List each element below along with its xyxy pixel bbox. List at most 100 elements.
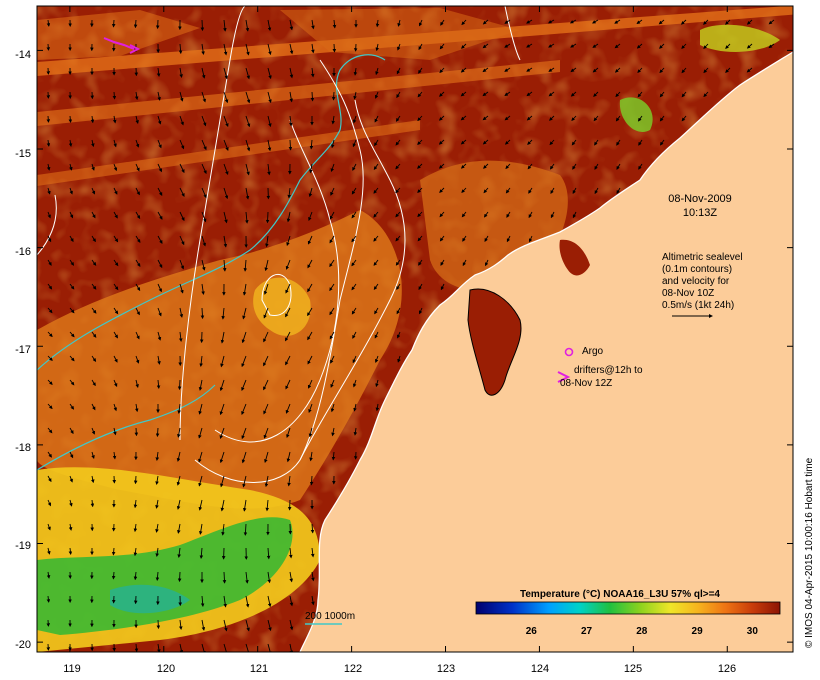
velocity-arrows bbox=[46, 19, 775, 652]
velocity-arrow bbox=[111, 547, 116, 556]
velocity-arrow bbox=[482, 91, 489, 97]
velocity-arrow bbox=[47, 403, 53, 410]
velocity-arrow bbox=[69, 451, 74, 459]
lon-tick-label: 120 bbox=[157, 663, 175, 675]
velocity-arrow bbox=[243, 259, 248, 272]
velocity-arrow bbox=[155, 547, 159, 557]
velocity-arrow bbox=[201, 235, 206, 247]
velocity-arrow bbox=[179, 91, 184, 102]
time-label: 10:13Z bbox=[683, 207, 718, 219]
velocity-arrow bbox=[267, 19, 272, 32]
velocity-arrow bbox=[155, 523, 159, 533]
velocity-arrow bbox=[374, 355, 379, 363]
velocity-arrow bbox=[201, 187, 207, 199]
velocity-arrow bbox=[113, 331, 118, 339]
velocity-arrow bbox=[200, 19, 205, 32]
velocity-arrow bbox=[395, 211, 401, 218]
velocity-arrow bbox=[309, 475, 314, 486]
velocity-arrow bbox=[265, 211, 270, 224]
velocity-arrow bbox=[703, 19, 709, 25]
velocity-arrow bbox=[177, 547, 181, 558]
velocity-arrow bbox=[267, 595, 272, 608]
velocity-arrow bbox=[615, 91, 621, 98]
velocity-arrow bbox=[135, 163, 140, 172]
velocity-arrow bbox=[91, 355, 97, 362]
velocity-arrow bbox=[309, 163, 313, 174]
velocity-arrow bbox=[289, 619, 294, 631]
sst-streak-band bbox=[37, 60, 560, 126]
velocity-arrow bbox=[289, 43, 294, 55]
velocity-arrow bbox=[331, 451, 336, 461]
velocity-arrow bbox=[69, 379, 75, 386]
velocity-arrow bbox=[285, 259, 291, 270]
velocity-arrow bbox=[526, 67, 533, 72]
velocity-arrow bbox=[241, 355, 247, 368]
velocity-arrow bbox=[483, 211, 489, 218]
velocity-arrow bbox=[263, 331, 269, 343]
velocity-arrow bbox=[526, 91, 533, 97]
velocity-arrow bbox=[157, 235, 163, 244]
velocity-arrow bbox=[285, 283, 291, 294]
argo-marker-icon bbox=[564, 347, 574, 357]
velocity-arrow bbox=[351, 307, 357, 315]
velocity-arrow bbox=[91, 211, 96, 219]
lon-tick-label: 124 bbox=[531, 663, 549, 675]
velocity-arrow bbox=[91, 163, 95, 171]
velocity-arrow bbox=[439, 67, 445, 74]
velocity-arrow bbox=[219, 403, 225, 416]
velocity-arrow bbox=[636, 19, 643, 25]
velocity-arrow bbox=[267, 91, 272, 104]
velocity-arrow bbox=[373, 187, 379, 194]
velocity-arrow bbox=[351, 283, 357, 291]
velocity-arrow bbox=[505, 187, 511, 194]
velocity-arrow bbox=[395, 163, 401, 170]
velocity-arrow bbox=[223, 235, 228, 248]
velocity-arrow bbox=[373, 211, 379, 218]
velocity-arrow bbox=[219, 427, 225, 440]
velocity-arrow bbox=[440, 283, 445, 291]
argo-label: Argo bbox=[582, 346, 604, 357]
velocity-arrow bbox=[637, 91, 643, 98]
velocity-arrow bbox=[178, 331, 183, 342]
sst-streak-band bbox=[37, 120, 420, 186]
velocity-arrow bbox=[659, 91, 665, 98]
velocity-arrow bbox=[91, 379, 96, 387]
velocity-arrow bbox=[265, 235, 269, 248]
velocity-arrow bbox=[374, 91, 379, 99]
coastline bbox=[467, 288, 522, 396]
velocity-arrow bbox=[179, 235, 185, 246]
velocity-arrow bbox=[286, 451, 291, 463]
drifters-legend: drifters@12h to 08-Nov 12Z bbox=[557, 365, 643, 389]
velocity-arrow bbox=[460, 115, 467, 121]
velocity-arrow bbox=[47, 451, 52, 458]
velocity-arrow bbox=[504, 67, 511, 72]
velocity-arrow bbox=[264, 259, 269, 272]
velocity-arrow bbox=[47, 547, 51, 555]
velocity-arrow bbox=[351, 259, 357, 267]
plot-frame bbox=[36, 5, 794, 653]
velocity-arrow bbox=[133, 547, 138, 557]
velocity-arrow bbox=[725, 19, 731, 25]
velocity-arrow bbox=[113, 211, 118, 219]
velocity-arrow bbox=[594, 187, 599, 195]
velocity-arrow bbox=[614, 67, 621, 73]
velocity-arrow bbox=[308, 427, 313, 438]
velocity-arrow bbox=[768, 19, 775, 25]
velocity-arrow bbox=[593, 115, 599, 122]
velocity-arrow bbox=[91, 259, 97, 266]
lon-tick-label: 119 bbox=[63, 663, 81, 675]
velocity-arrow bbox=[133, 475, 138, 485]
lon-tick-label: 126 bbox=[718, 663, 736, 675]
drifters-line: drifters@12h to bbox=[574, 365, 643, 376]
velocity-arrow bbox=[46, 571, 51, 579]
velocity-arrow bbox=[91, 331, 97, 338]
velocity-arrow bbox=[68, 115, 73, 123]
velocity-arrow bbox=[179, 139, 185, 150]
velocity-arrow bbox=[331, 115, 335, 125]
velocity-arrow bbox=[157, 163, 162, 173]
velocity-arrow bbox=[47, 259, 52, 266]
velocity-arrow bbox=[330, 355, 335, 364]
velocity-arrow bbox=[47, 331, 53, 338]
velocity-arrow bbox=[353, 91, 357, 100]
velocity-arrow bbox=[46, 139, 51, 147]
